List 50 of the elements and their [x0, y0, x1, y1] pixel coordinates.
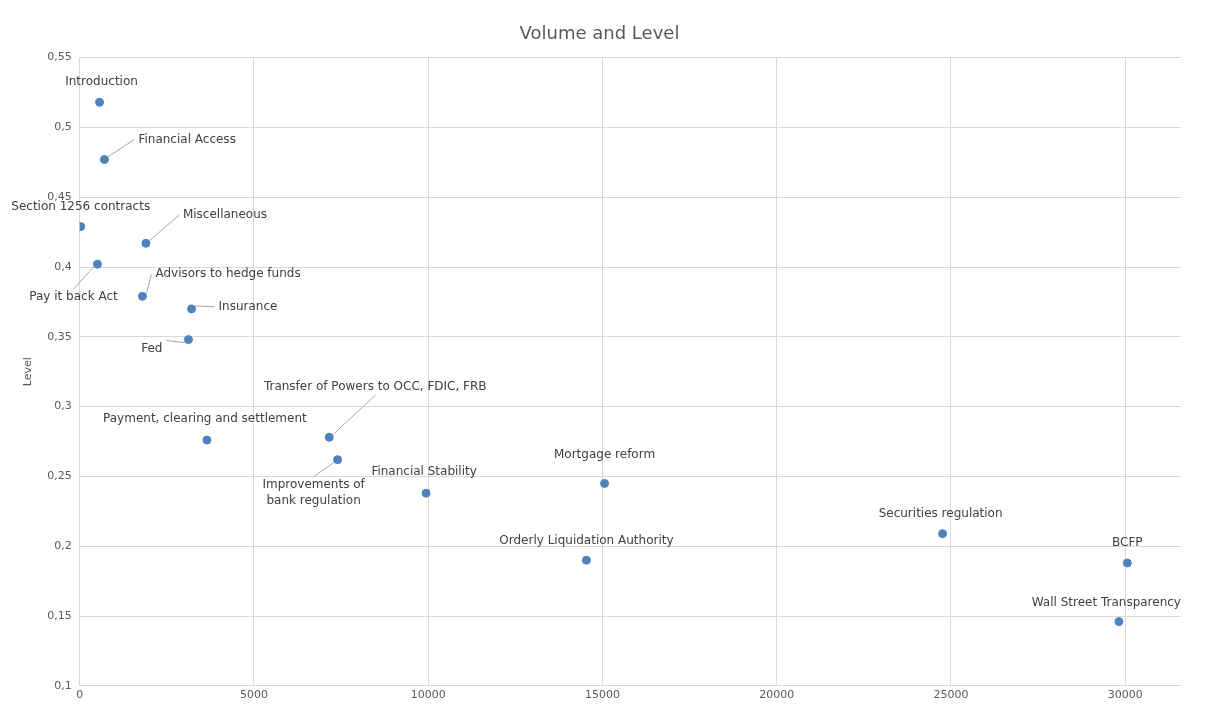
point	[141, 238, 151, 248]
annotation: Fed	[141, 340, 163, 355]
point	[202, 435, 212, 445]
annotation: Financial Stability	[371, 464, 477, 479]
point	[92, 259, 102, 269]
x-tick-label: 20000	[759, 688, 795, 702]
annotation: Introduction	[65, 74, 138, 89]
y-tick-label: 0,1	[54, 678, 72, 692]
point	[333, 455, 343, 465]
chart-title: Volume and Level	[519, 22, 680, 44]
annotation: Securities regulation	[878, 505, 1003, 520]
y-tick-label: 0,5	[54, 120, 72, 134]
x-tick-label: 30000	[1107, 688, 1143, 702]
point	[183, 335, 193, 345]
point	[1122, 558, 1132, 568]
point	[421, 488, 431, 498]
y-axis-title: Level	[21, 357, 35, 387]
y-tick-label: 0,3	[54, 399, 72, 413]
y-tick-label: 0,25	[47, 469, 72, 483]
point	[324, 432, 334, 442]
x-tick-label: 0	[76, 688, 84, 702]
annotation: Miscellaneous	[182, 207, 268, 222]
annotation: Orderly Liquidation Authority	[499, 533, 674, 548]
annotation: Improvements of bank regulation	[262, 476, 366, 507]
annotation: Transfer of Powers to OCC, FDIC, FRB	[262, 379, 487, 394]
annotation: Pay it back Act	[29, 289, 118, 304]
annotation: Financial Access	[138, 131, 236, 146]
x-tick-label: 5000	[239, 688, 268, 702]
point	[99, 155, 109, 165]
point	[187, 304, 197, 314]
point	[137, 291, 147, 301]
x-tick-label: 15000	[584, 688, 620, 702]
point	[1114, 617, 1124, 627]
annotation: Advisors to hedge funds	[155, 266, 301, 281]
annotation: Wall Street Transparency	[1031, 594, 1181, 609]
annotation: Payment, clearing and settlement	[103, 411, 308, 426]
point	[938, 529, 948, 539]
annotation: Mortgage reform	[553, 446, 656, 461]
point	[600, 478, 610, 488]
y-tick-label: 0,35	[47, 329, 72, 343]
x-tick-label: 10000	[410, 688, 446, 702]
y-tick-label: 0,2	[54, 539, 72, 553]
point	[95, 97, 105, 107]
y-tick-label: 0,15	[47, 608, 72, 622]
point	[581, 555, 591, 565]
y-tick-label: 0,55	[47, 50, 72, 64]
annotation: BCFP	[1112, 535, 1143, 550]
x-tick-label: 25000	[933, 688, 969, 702]
y-tick-label: 0,4	[54, 259, 72, 273]
annotation: Insurance	[218, 299, 278, 314]
